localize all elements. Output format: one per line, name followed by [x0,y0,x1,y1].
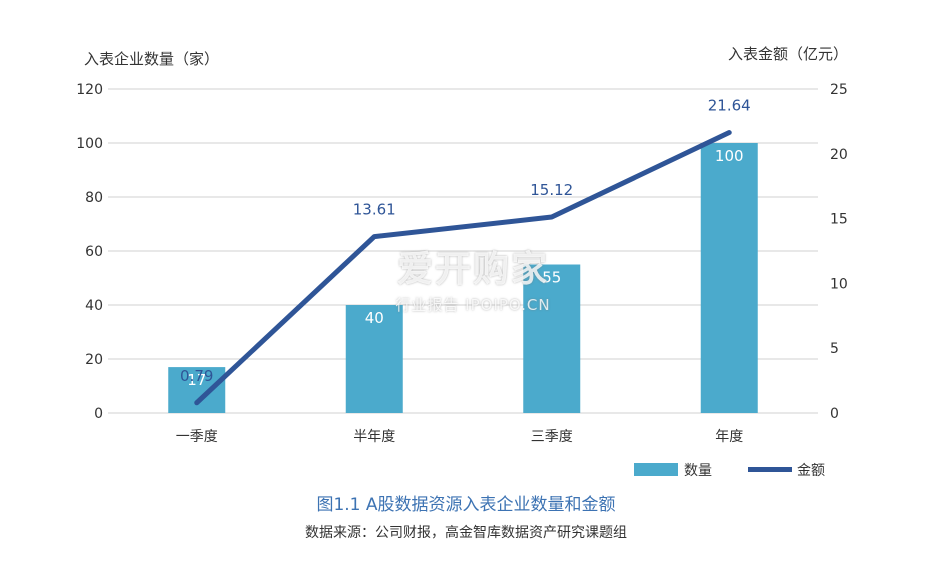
left-tick-label: 40 [85,298,103,314]
legend-label-bar: 数量 [684,463,712,479]
line-value-label: 13.61 [353,201,396,219]
left-tick-label: 0 [94,406,103,422]
data-source: 数据来源：公司财报，高金智库数据资产研究课题组 [305,525,627,541]
right-axis-ticks: 0 5 10 15 20 25 [830,82,848,422]
legend-label-line: 金额 [797,463,825,479]
category-label: 三季度 [531,429,573,445]
line-series: 0.79 13.61 15.12 21.64 [180,97,751,406]
right-tick-label: 15 [830,212,848,228]
category-labels: 一季度 半年度 三季度 年度 [176,429,744,445]
left-tick-label: 120 [76,82,103,98]
bar-value-label: 100 [715,147,744,165]
left-tick-label: 60 [85,244,103,260]
bar [345,305,403,413]
left-tick-label: 80 [85,190,103,206]
right-tick-label: 20 [830,147,848,163]
category-label: 半年度 [353,429,395,445]
bar [168,367,226,413]
right-tick-label: 10 [830,276,848,292]
gridlines [108,88,818,414]
category-label: 年度 [715,429,743,445]
right-tick-label: 25 [830,82,848,98]
legend: 数量 金额 [634,463,825,479]
right-axis-title: 入表金额（亿元） [728,45,848,63]
bar [700,143,758,413]
bar-value-label: 40 [365,309,384,327]
left-tick-label: 20 [85,352,103,368]
bar-series: 17 40 55 100 [168,143,758,413]
line-value-label: 15.12 [530,181,573,199]
line-value-label: 21.64 [708,97,751,115]
left-tick-label: 100 [76,136,103,152]
left-axis-ticks: 0 20 40 60 80 100 120 [76,82,103,422]
left-axis-title: 入表企业数量（家） [84,50,219,68]
right-tick-label: 5 [830,341,839,357]
bar-value-label: 17 [187,371,206,389]
chart-caption: 图1.1 A股数据资源入表企业数量和金额 [316,495,616,515]
bar [523,264,581,413]
chart-canvas: 入表企业数量（家） 入表金额（亿元） 0 20 40 60 80 100 120 0 5 10 1… [76,45,848,479]
line-value-label: 0.79 [180,367,213,385]
bar-value-label: 55 [542,269,561,287]
category-label: 一季度 [176,429,218,445]
amount-line [194,130,732,406]
legend-swatch-bar [634,463,678,476]
right-tick-label: 0 [830,406,839,422]
